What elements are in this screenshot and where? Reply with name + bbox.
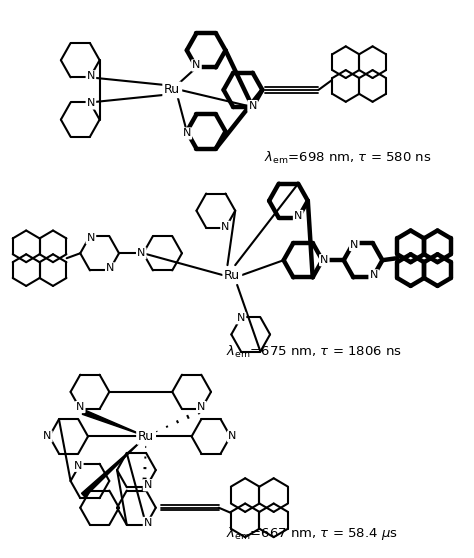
Text: N: N <box>106 263 114 273</box>
Text: Ru: Ru <box>224 268 240 282</box>
Text: N: N <box>74 461 82 471</box>
Text: N: N <box>221 222 230 232</box>
Text: N: N <box>370 271 378 280</box>
Text: N: N <box>320 255 328 265</box>
Text: N: N <box>87 233 95 243</box>
Text: N: N <box>237 313 245 323</box>
Text: N: N <box>144 480 152 490</box>
Text: N: N <box>350 240 358 250</box>
Text: N: N <box>137 248 146 258</box>
Polygon shape <box>82 410 146 436</box>
Text: $\lambda_{\mathrm{em}}$=667 nm, $\tau$ = 58.4 $\mu$s: $\lambda_{\mathrm{em}}$=667 nm, $\tau$ =… <box>226 525 397 542</box>
Text: N: N <box>248 101 257 111</box>
Text: Ru: Ru <box>164 83 180 97</box>
Text: N: N <box>182 128 191 138</box>
Polygon shape <box>82 436 146 497</box>
Text: N: N <box>294 211 302 221</box>
Text: $\lambda_{\mathrm{em}}$=698 nm, $\tau$ = 580 ns: $\lambda_{\mathrm{em}}$=698 nm, $\tau$ =… <box>264 150 432 166</box>
Text: N: N <box>87 71 95 81</box>
Text: N: N <box>228 431 237 441</box>
Text: $\lambda_{\mathrm{em}}$=675 nm, $\tau$ = 1806 ns: $\lambda_{\mathrm{em}}$=675 nm, $\tau$ =… <box>226 344 401 360</box>
Text: Ru: Ru <box>138 430 154 443</box>
Text: N: N <box>144 518 152 528</box>
Text: N: N <box>197 402 206 412</box>
Text: N: N <box>43 431 52 441</box>
Text: N: N <box>192 60 201 70</box>
Text: N: N <box>76 402 84 412</box>
Text: N: N <box>87 98 95 108</box>
